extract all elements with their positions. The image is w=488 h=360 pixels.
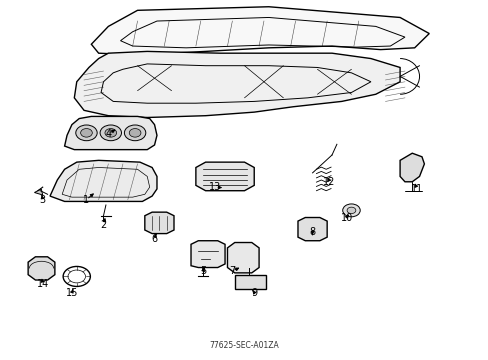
Circle shape [346, 207, 355, 213]
Text: 7: 7 [229, 266, 235, 276]
Polygon shape [196, 162, 254, 191]
Circle shape [342, 204, 360, 217]
Text: 11: 11 [410, 184, 423, 194]
Polygon shape [191, 241, 224, 267]
Circle shape [100, 125, 121, 141]
Polygon shape [399, 153, 424, 182]
Polygon shape [28, 257, 55, 280]
Circle shape [105, 129, 116, 137]
Text: 10: 10 [340, 212, 352, 222]
Text: 5: 5 [200, 266, 206, 276]
Text: 2: 2 [100, 220, 106, 230]
Polygon shape [227, 243, 259, 273]
Polygon shape [50, 160, 157, 202]
Circle shape [124, 125, 145, 141]
Polygon shape [144, 212, 174, 234]
Text: 4: 4 [105, 129, 111, 139]
Text: 13: 13 [209, 182, 221, 192]
Text: 3: 3 [40, 195, 46, 204]
Text: 15: 15 [65, 288, 78, 297]
Polygon shape [297, 217, 326, 241]
Polygon shape [64, 116, 157, 150]
Polygon shape [91, 7, 428, 55]
Circle shape [76, 125, 97, 141]
Text: 6: 6 [151, 234, 157, 244]
Text: 9: 9 [251, 288, 257, 297]
Polygon shape [234, 275, 266, 289]
Polygon shape [74, 51, 399, 117]
Text: 14: 14 [37, 279, 49, 289]
Circle shape [81, 129, 92, 137]
Text: 12: 12 [323, 177, 335, 187]
Text: 77625-SEC-A01ZA: 77625-SEC-A01ZA [209, 341, 279, 350]
Circle shape [129, 129, 141, 137]
Text: 8: 8 [309, 227, 315, 237]
Text: 1: 1 [83, 195, 89, 204]
Polygon shape [34, 189, 42, 195]
